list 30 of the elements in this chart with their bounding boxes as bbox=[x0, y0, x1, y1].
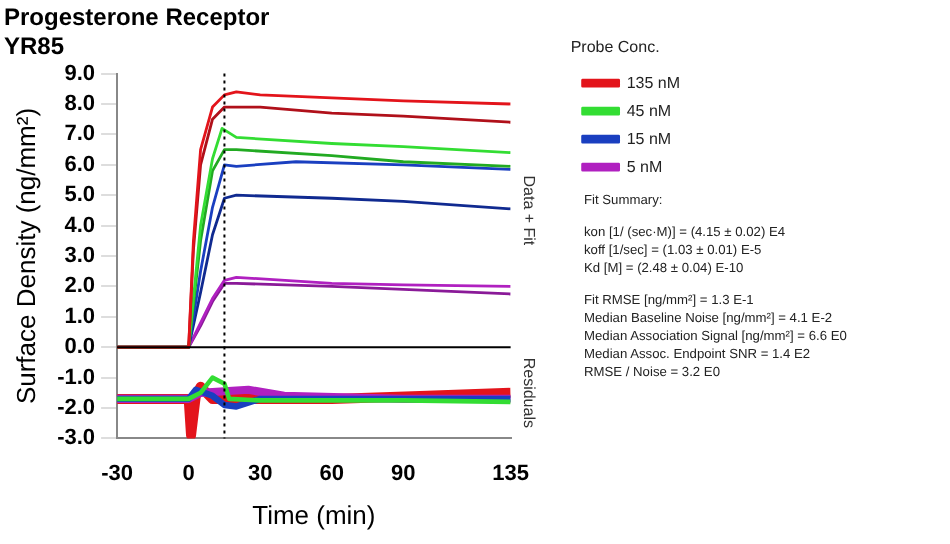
x-tick-label: 30 bbox=[247, 461, 273, 486]
y-tick-label: 5.0 bbox=[64, 183, 96, 208]
y-tick-label: 2.0 bbox=[64, 274, 96, 299]
y-tick-label: 7.0 bbox=[64, 122, 96, 147]
chart-title: Progesterone Receptor bbox=[4, 3, 271, 32]
text: Data + Fit bbox=[520, 175, 539, 247]
legend-label: 15 nM bbox=[626, 129, 672, 148]
y-tick-label: 4.0 bbox=[64, 213, 96, 238]
y-tick-label: 1.0 bbox=[64, 304, 96, 329]
y-tick-label: 0.0 bbox=[64, 335, 96, 360]
y-tick-label: -3.0 bbox=[57, 426, 96, 451]
x-tick-label: 60 bbox=[319, 461, 345, 486]
x-tick-label: 135 bbox=[492, 461, 529, 486]
y-tick-label: 6.0 bbox=[64, 152, 96, 177]
y-tick-label: -2.0 bbox=[57, 396, 96, 421]
x-tick-label: -30 bbox=[101, 461, 134, 486]
x-axis-title: Time (min) bbox=[252, 499, 376, 530]
x-tick-label: 90 bbox=[391, 461, 416, 486]
y-tick-label: 8.0 bbox=[64, 92, 96, 117]
y-tick-label: 3.0 bbox=[64, 244, 96, 269]
y-tick-label: -1.0 bbox=[57, 365, 96, 390]
legend-label: 45 nM bbox=[626, 101, 672, 120]
y-tick-label: 9.0 bbox=[64, 61, 96, 86]
legend-label: 135 nM bbox=[626, 73, 681, 92]
legend-title: Probe Conc. bbox=[570, 38, 660, 57]
y-axis-title: Surface Density (ng/mm²) bbox=[10, 107, 41, 405]
chart-subtitle: YR85 bbox=[4, 31, 65, 60]
x-tick-label: 0 bbox=[182, 461, 195, 486]
text: Residuals bbox=[520, 357, 539, 428]
legend-label: 5 nM bbox=[626, 157, 663, 176]
